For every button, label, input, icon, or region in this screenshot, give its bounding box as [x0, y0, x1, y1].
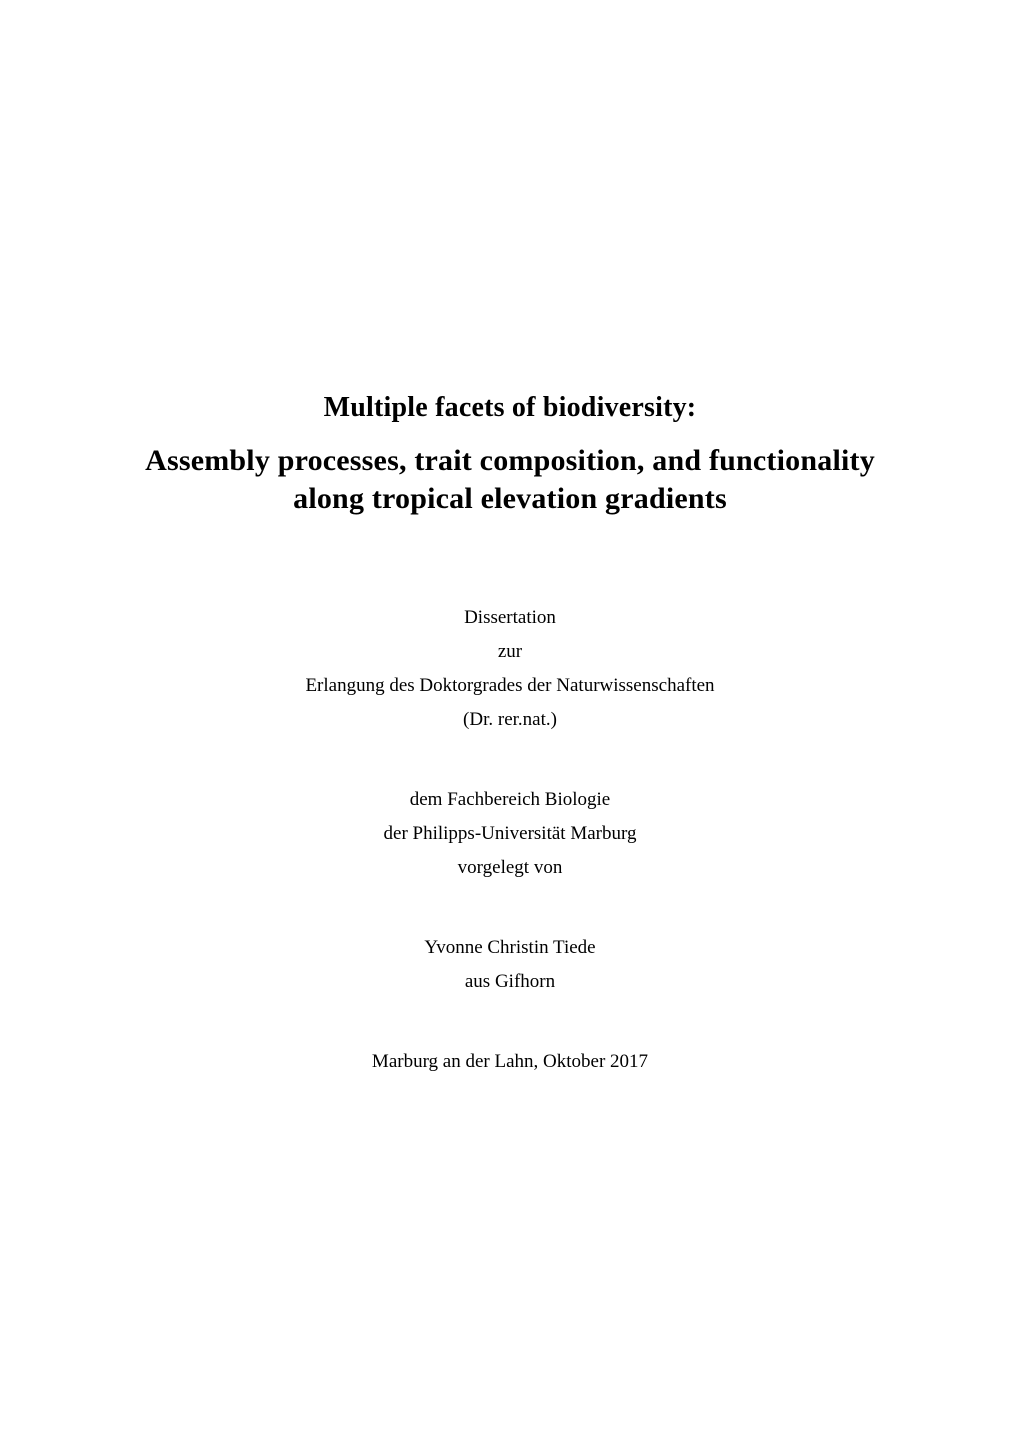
page: Multiple facets of biodiversity: Assembl…: [0, 0, 1020, 1442]
spacer: [128, 1005, 892, 1051]
line-dr: (Dr. rer.nat.): [128, 709, 892, 731]
title-main: Multiple facets of biodiversity:: [128, 392, 892, 424]
line-dissertation: Dissertation: [128, 607, 892, 629]
dissertation-block: Dissertation zur Erlangung des Doktorgra…: [128, 607, 892, 731]
spacer: [128, 743, 892, 789]
title-sub-line2: along tropical elevation gradients: [293, 482, 727, 515]
line-zur: zur: [128, 641, 892, 663]
line-aus: aus Gifhorn: [128, 971, 892, 993]
line-uni: der Philipps-Universität Marburg: [128, 823, 892, 845]
line-fachbereich: dem Fachbereich Biologie: [128, 789, 892, 811]
title-sub-line1: Assembly processes, trait composition, a…: [145, 444, 875, 477]
spacer: [128, 891, 892, 937]
place-date-block: Marburg an der Lahn, Oktober 2017: [128, 1051, 892, 1073]
line-vorgelegt: vorgelegt von: [128, 857, 892, 879]
faculty-block: dem Fachbereich Biologie der Philipps-Un…: [128, 789, 892, 879]
line-place-date: Marburg an der Lahn, Oktober 2017: [128, 1051, 892, 1073]
author-block: Yvonne Christin Tiede aus Gifhorn: [128, 937, 892, 993]
line-author: Yvonne Christin Tiede: [128, 937, 892, 959]
line-erlangung: Erlangung des Doktorgrades der Naturwiss…: [128, 675, 892, 697]
title-sub: Assembly processes, trait composition, a…: [128, 442, 892, 519]
